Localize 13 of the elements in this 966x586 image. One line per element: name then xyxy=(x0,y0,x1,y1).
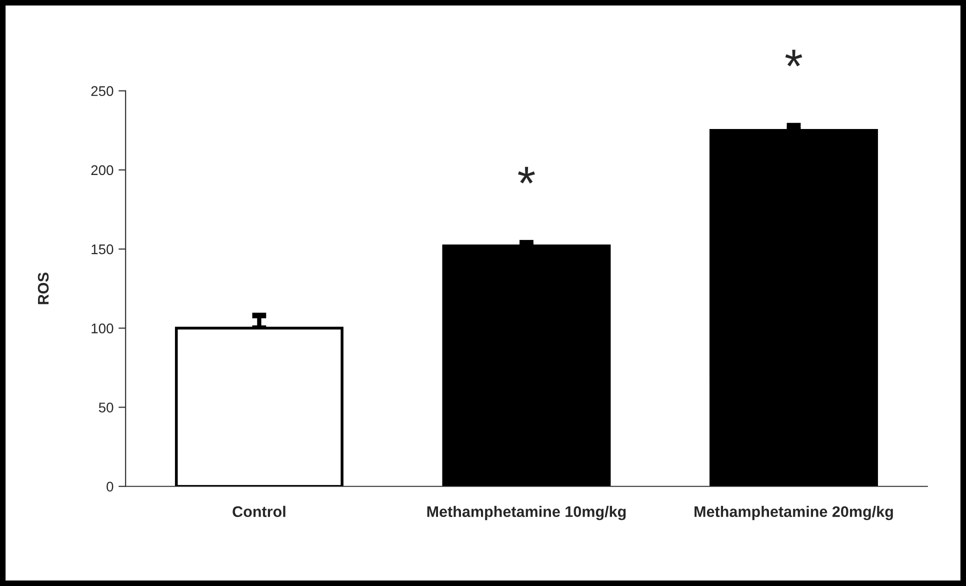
y-tick-label: 200 xyxy=(91,165,114,176)
x-tick-label: Methamphetamine 10mg/kg xyxy=(427,506,626,520)
y-tick-label: 50 xyxy=(98,402,114,412)
y-tick-label: 100 xyxy=(92,323,114,334)
annotation: * xyxy=(518,166,535,184)
annotation: * xyxy=(785,50,802,66)
x-tick-label: Control xyxy=(232,506,286,518)
bar xyxy=(442,244,611,486)
y-tick-label: 150 xyxy=(92,244,114,254)
y-tick-label: 0 xyxy=(106,482,114,492)
y-tick-label: 250 xyxy=(91,86,114,96)
y-axis-title: ROS xyxy=(38,272,49,304)
x-tick-label: Methamphetamine 20mg/kg xyxy=(694,506,893,520)
